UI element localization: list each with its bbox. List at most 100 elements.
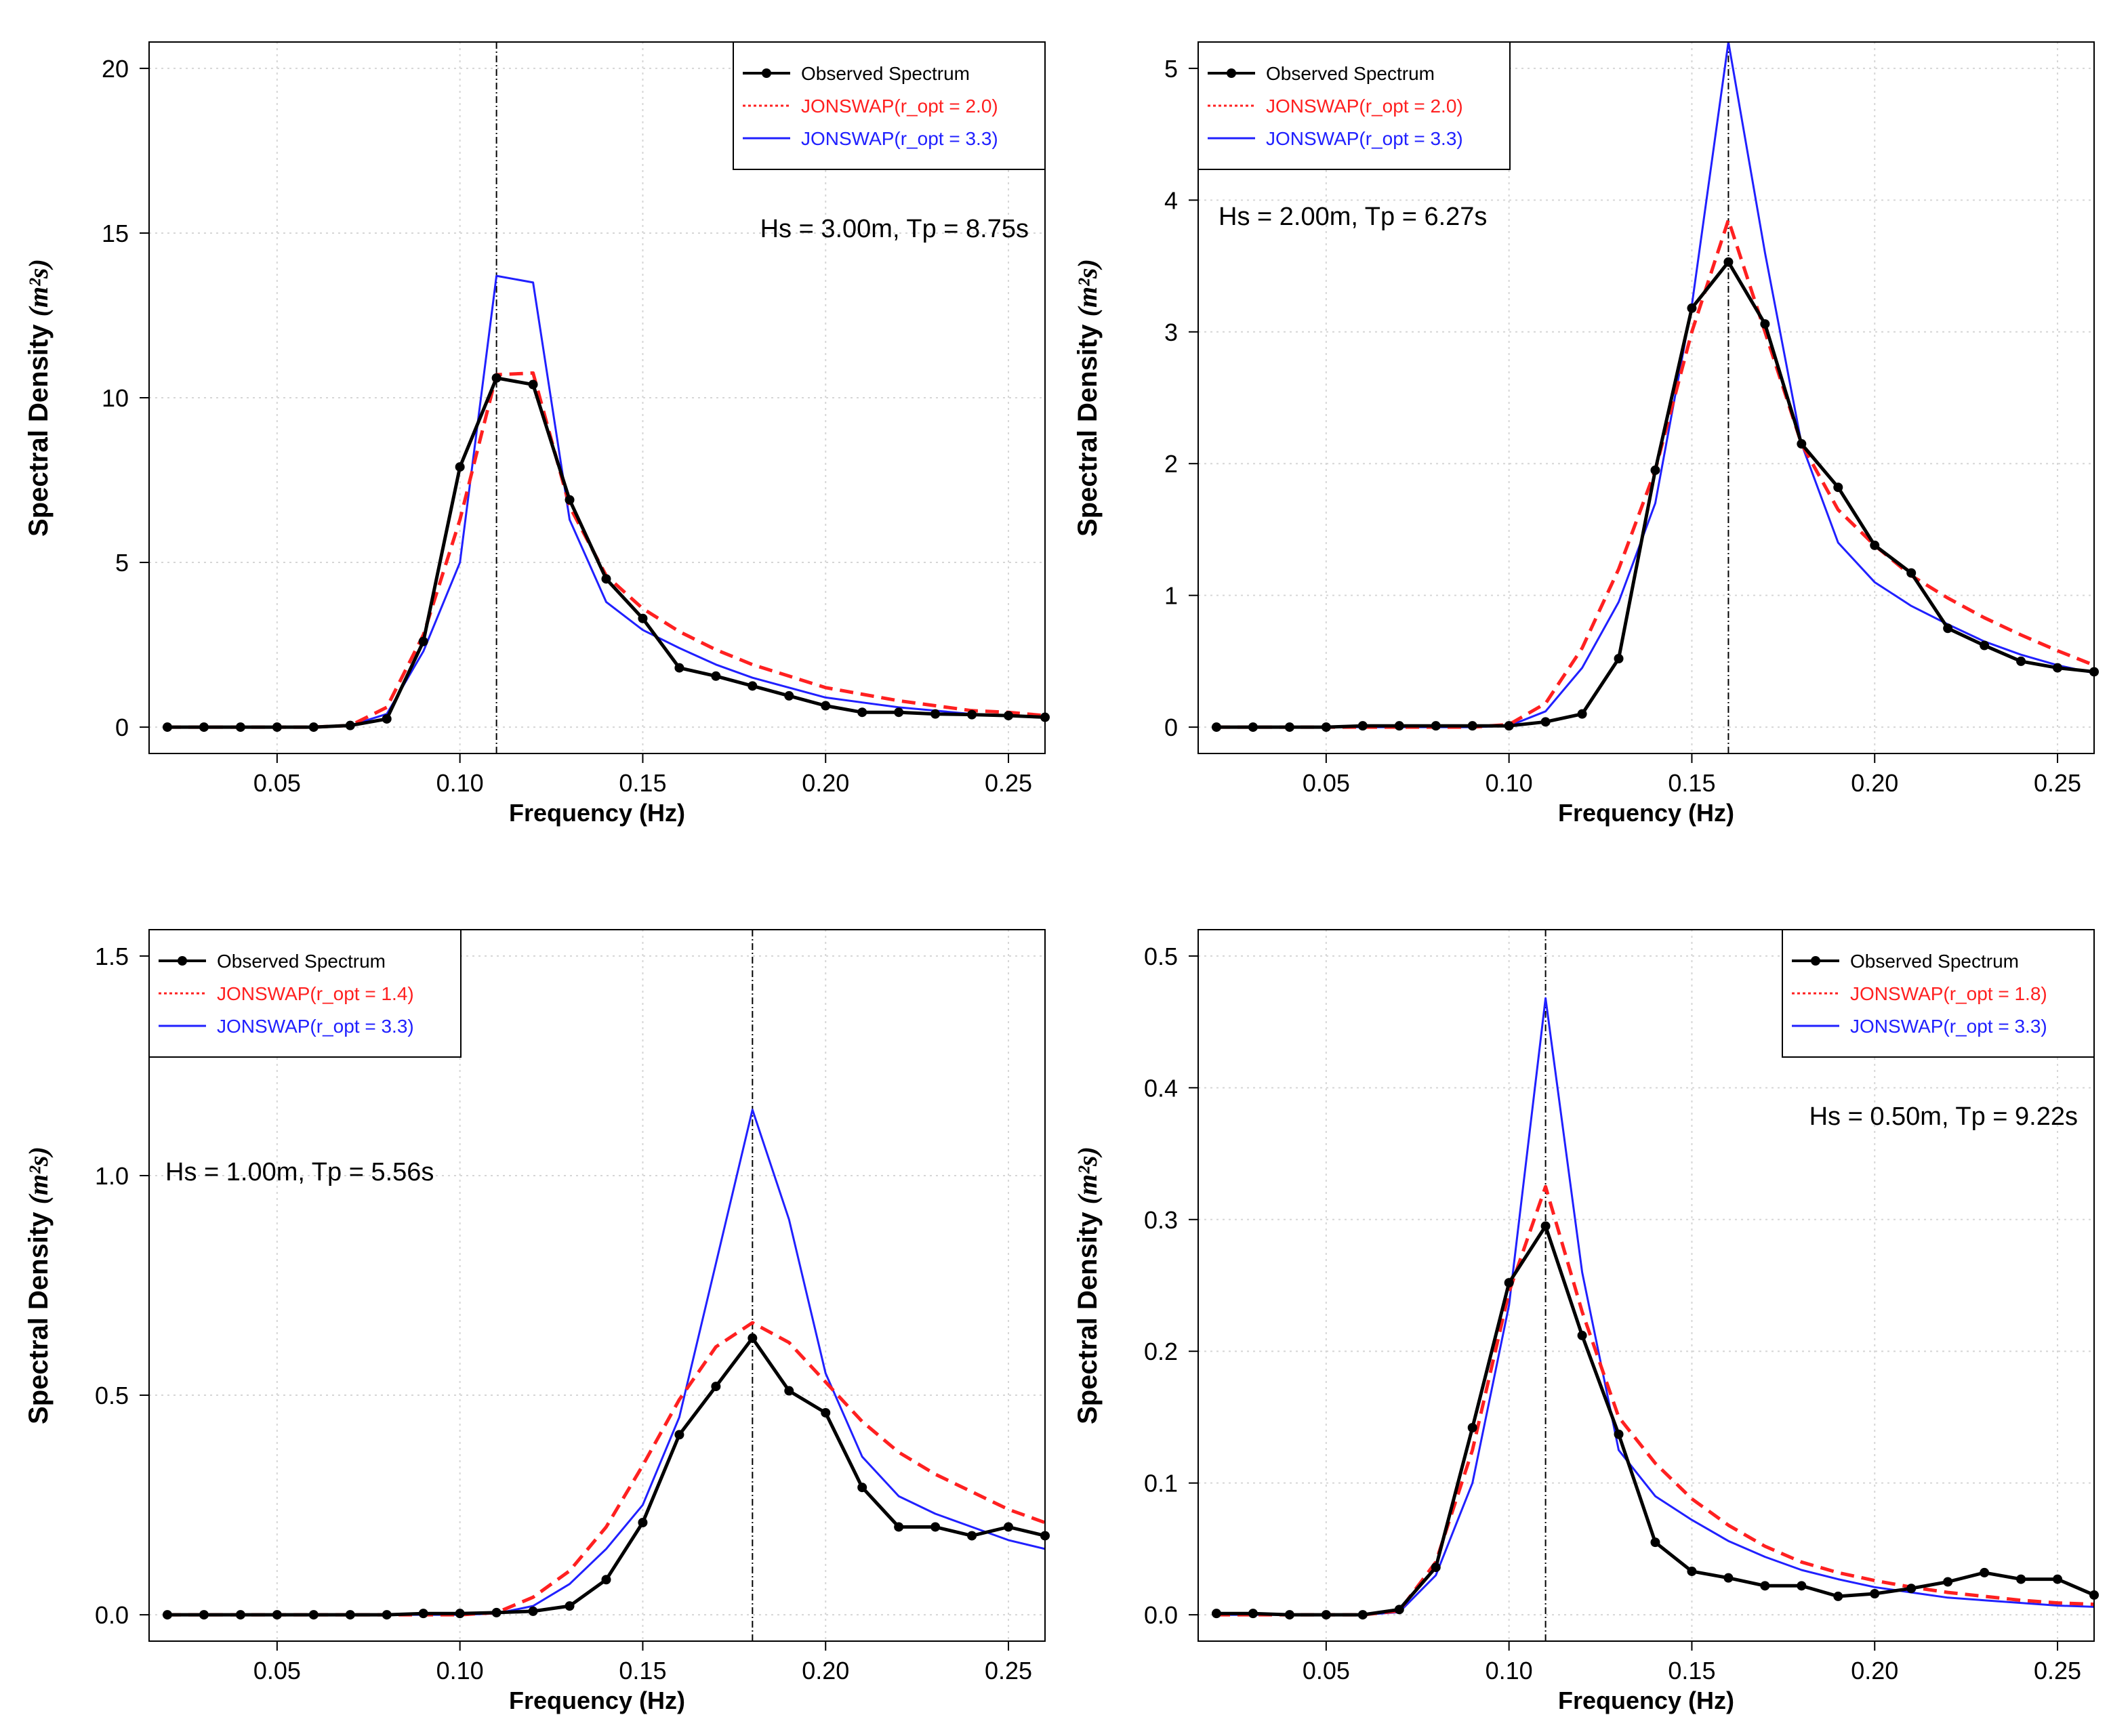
y-axis-label: Spectral Density (m²s) xyxy=(23,1146,54,1424)
observed-data-point xyxy=(1943,623,1953,634)
legend-label-1: Observed Spectrum xyxy=(217,951,386,972)
legend-label-2: JONSWAP(r_opt = 1.8) xyxy=(1850,983,2047,1004)
observed-data-point xyxy=(967,709,977,720)
observed-data-point xyxy=(1650,1537,1660,1548)
x-tick-label: 0.15 xyxy=(1668,1657,1715,1685)
observed-data-point xyxy=(418,1609,428,1619)
legend: Observed Spectrum JONSWAP(r_opt = 2.0) JON… xyxy=(733,41,1046,170)
legend-label-1: Observed Spectrum xyxy=(1266,63,1435,84)
x-tick-label: 0.15 xyxy=(619,1657,666,1685)
observed-data-point xyxy=(967,1531,977,1541)
observed-data-point xyxy=(1357,721,1368,731)
observed-data-point xyxy=(235,1610,245,1620)
observed-data-point xyxy=(784,690,794,701)
observed-data-point xyxy=(308,1610,319,1620)
x-tick-label: 0.15 xyxy=(1668,769,1715,797)
y-tick-label: 1.5 xyxy=(95,943,129,970)
legend-swatch-point xyxy=(178,956,187,966)
observed-data-point xyxy=(1870,1589,1880,1598)
legend-label-2: JONSWAP(r_opt = 2.0) xyxy=(1266,96,1463,117)
observed-data-point xyxy=(930,1522,941,1532)
y-axis-label: Spectral Density (m²s) xyxy=(1072,1146,1103,1424)
x-tick-label: 0.20 xyxy=(802,1657,849,1685)
observed-data-point xyxy=(1004,1522,1014,1532)
observed-data-point xyxy=(1284,1610,1294,1620)
x-tick-label: 0.20 xyxy=(802,769,849,797)
observed-data-point xyxy=(162,722,172,732)
y-axis-label-unit: (m²s) xyxy=(23,259,54,316)
y-axis-label-text: Spectral Density xyxy=(1073,1204,1103,1424)
observed-data-point xyxy=(382,714,392,724)
x-axis-label: Frequency (Hz) xyxy=(1558,799,1734,827)
observed-data-point xyxy=(1394,721,1404,731)
observed-data-point xyxy=(1943,1577,1953,1587)
legend-label-3: JONSWAP(r_opt = 3.3) xyxy=(217,1016,414,1037)
y-axis-label-text: Spectral Density xyxy=(24,1204,54,1424)
x-tick-label: 0.25 xyxy=(2034,1657,2081,1685)
y-axis-label-unit: (m²s) xyxy=(1072,259,1103,316)
y-axis-label-text: Spectral Density xyxy=(24,316,54,537)
observed-data-point xyxy=(2016,656,2026,666)
legend-label-2: JONSWAP(r_opt = 1.4) xyxy=(217,983,414,1004)
observed-data-point xyxy=(1431,1563,1441,1573)
observed-data-point xyxy=(345,1610,355,1620)
observed-data-point xyxy=(748,681,758,691)
observed-data-point xyxy=(1577,1330,1587,1340)
y-tick-label: 4 xyxy=(1164,186,1178,214)
y-tick-label: 0.3 xyxy=(1144,1206,1178,1234)
y-tick-label: 0 xyxy=(115,714,129,741)
y-tick-label: 15 xyxy=(102,220,129,247)
observed-data-point xyxy=(491,373,501,383)
legend: Observed Spectrum JONSWAP(r_opt = 1.4) JON… xyxy=(148,929,462,1058)
x-tick-label: 0.25 xyxy=(985,1657,1032,1685)
y-tick-label: 0.5 xyxy=(1144,943,1178,970)
chart-panel-1: 0.05 0.10 0.15 0.20 0.25 0 5 10 15 20 Frequency (H… xyxy=(23,41,1050,827)
observed-data-point xyxy=(1540,717,1551,727)
observed-data-point xyxy=(1357,1610,1368,1620)
x-tick-label: 0.05 xyxy=(253,769,301,797)
observed-data-point xyxy=(455,462,465,472)
observed-data-point xyxy=(1467,1423,1477,1432)
x-tick-label: 0.10 xyxy=(436,769,484,797)
x-axis-label: Frequency (Hz) xyxy=(509,1687,685,1714)
y-tick-label: 10 xyxy=(102,384,129,412)
observed-data-point xyxy=(784,1386,794,1396)
observed-data-point xyxy=(1248,1609,1258,1619)
observed-data-point xyxy=(1760,1581,1770,1591)
x-axis-label: Frequency (Hz) xyxy=(1558,1687,1734,1714)
observed-data-point xyxy=(345,720,355,730)
observed-data-point xyxy=(638,613,648,623)
hs-tp-annotation: Hs = 2.00m, Tp = 6.27s xyxy=(1219,203,1487,231)
plot-frame xyxy=(1197,929,2095,1642)
legend-swatch-point xyxy=(1227,68,1236,78)
y-axis-label: Spectral Density (m²s) xyxy=(23,259,54,537)
observed-data-point xyxy=(272,1610,282,1620)
y-tick-label: 0.2 xyxy=(1144,1338,1178,1365)
observed-data-point xyxy=(1467,721,1477,731)
observed-data-point xyxy=(1980,1567,1990,1577)
observed-data-point xyxy=(1906,1584,1917,1594)
observed-data-point xyxy=(821,701,831,711)
series-line-jonswap-optimal xyxy=(1216,1184,2094,1617)
observed-data-point xyxy=(235,722,245,732)
x-axis-label: Frequency (Hz) xyxy=(509,799,685,827)
observed-data-point xyxy=(1833,482,1843,493)
observed-data-point xyxy=(1211,1609,1221,1619)
legend-swatch-point xyxy=(762,68,771,78)
chart-panel-2: 0.05 0.10 0.15 0.20 0.25 0 1 2 3 4 5 Frequency (Hz)… xyxy=(1072,41,2099,827)
observed-data-point xyxy=(1833,1591,1843,1601)
observed-data-point xyxy=(894,707,904,718)
x-tick-label: 0.05 xyxy=(1303,769,1350,797)
observed-data-point xyxy=(821,1407,831,1418)
x-tick-label: 0.15 xyxy=(619,769,666,797)
observed-data-point xyxy=(2053,663,2063,673)
x-tick-label: 0.10 xyxy=(1486,769,1533,797)
y-tick-label: 0.0 xyxy=(1144,1601,1178,1629)
legend-label-3: JONSWAP(r_opt = 3.3) xyxy=(801,128,998,149)
observed-data-point xyxy=(1394,1605,1404,1615)
observed-data-point xyxy=(674,663,684,673)
x-tick-label: 0.10 xyxy=(1486,1657,1533,1685)
observed-data-point xyxy=(2053,1574,2063,1584)
y-tick-label: 3 xyxy=(1164,318,1178,346)
